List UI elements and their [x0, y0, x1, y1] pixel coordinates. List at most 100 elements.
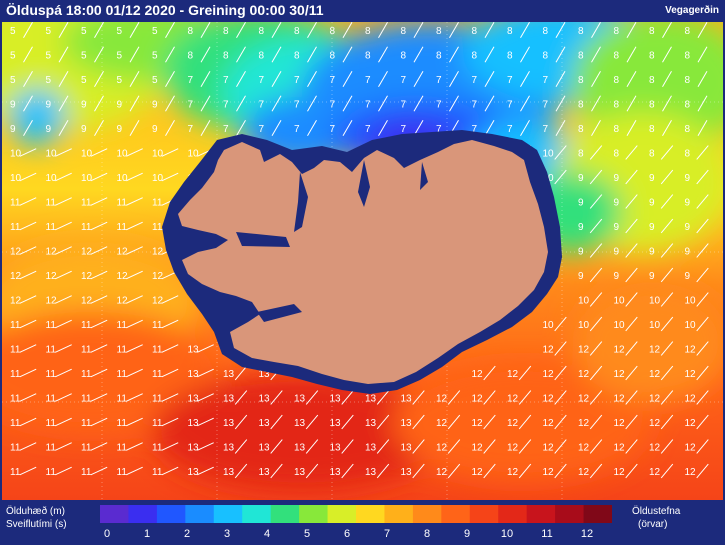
wave-direction-arrow: [19, 148, 37, 157]
wave-period-value: 10: [543, 320, 555, 331]
wave-period-value: 12: [578, 394, 590, 405]
wave-direction-arrow: [660, 365, 674, 381]
color-scale-swatch: [299, 505, 329, 523]
wave-direction-arrow: [554, 365, 567, 381]
wave-direction-arrow: [126, 368, 143, 378]
wave-period-value: 12: [685, 369, 697, 380]
wave-period-value: 8: [578, 149, 584, 160]
wave-period-value: 11: [46, 222, 57, 233]
wave-period-value: 5: [117, 26, 123, 37]
wave-direction-arrow: [378, 22, 388, 39]
wave-direction-arrow: [90, 368, 108, 378]
wave-period-value: 7: [543, 124, 549, 135]
wave-period-value: 12: [472, 443, 484, 454]
wave-period-value: 13: [294, 394, 306, 405]
wave-period-value: 13: [223, 394, 235, 405]
wave-direction-arrow: [589, 439, 603, 454]
wave-direction-arrow: [307, 119, 317, 137]
wave-direction-arrow: [518, 390, 532, 405]
wave-period-value: 8: [401, 51, 407, 62]
wave-direction-arrow: [660, 341, 674, 356]
wave-direction-arrow: [126, 295, 143, 304]
wave-period-value: 12: [614, 394, 626, 405]
wave-direction-arrow: [161, 466, 179, 476]
wave-direction-arrow: [234, 390, 248, 405]
wave-direction-arrow: [90, 295, 108, 304]
wave-period-value: 8: [649, 75, 655, 86]
color-scale-swatch: [213, 505, 243, 523]
wave-period-value: 9: [614, 271, 620, 282]
wave-direction-arrow: [19, 344, 37, 353]
wave-direction-arrow: [55, 319, 72, 329]
wave-direction-arrow: [94, 22, 104, 39]
wave-period-value: 12: [152, 247, 164, 258]
wave-direction-arrow: [19, 246, 37, 255]
wave-period-value: 10: [578, 296, 590, 307]
wave-direction-arrow: [626, 95, 637, 112]
color-scale-swatch: [583, 505, 612, 523]
wave-period-value: 11: [46, 198, 57, 209]
wave-period-value: 5: [117, 51, 123, 62]
wave-direction-arrow: [554, 439, 567, 454]
wave-direction-arrow: [23, 70, 33, 88]
map-canvas[interactable]: 5 5 5 5 5 8 8 8 8 8 8 8 8 8 8 8 8 8 8 8 5 5 5 5 5 8 8 8 8 8 8 8 8 8 8 8 8 8 8 8…: [2, 22, 723, 500]
wave-period-value: 8: [614, 26, 620, 37]
wave-direction-arrow: [662, 119, 672, 137]
wave-direction-arrow: [58, 46, 69, 63]
color-scale-swatch: [441, 505, 471, 523]
wave-direction-arrow: [555, 70, 566, 88]
wave-period-value: 5: [46, 26, 52, 37]
wave-period-value: 7: [188, 124, 194, 135]
wave-period-value: 5: [117, 75, 123, 86]
wave-direction-arrow: [200, 22, 211, 39]
wave-direction-arrow: [697, 46, 708, 63]
color-scale-tick: 6: [343, 528, 351, 540]
wave-period-value: 11: [117, 443, 128, 454]
wave-period-value: 12: [614, 369, 626, 380]
wave-direction-arrow: [126, 319, 143, 329]
wave-period-value: 11: [152, 198, 163, 209]
wave-direction-arrow: [19, 172, 37, 182]
color-scale-tick: 4: [263, 528, 271, 540]
wave-period-value: 7: [330, 75, 336, 86]
wave-period-value: 8: [649, 124, 655, 135]
wave-direction-arrow: [19, 270, 37, 280]
wave-period-value: 5: [10, 75, 16, 86]
wave-direction-arrow: [55, 221, 72, 231]
wave-direction-arrow: [696, 439, 709, 454]
wave-direction-arrow: [19, 442, 37, 451]
wave-direction-arrow: [126, 466, 143, 476]
wave-period-value: 7: [294, 100, 300, 111]
wave-direction-arrow: [200, 95, 211, 112]
wave-period-labels: 5 5 5 5 5 8 8 8 8 8 8 8 8 8 8 8 8 8 8 8 5 5 5 5 5 8 8 8 8 8 8 8 8 8 8 8 8 8 8 8…: [10, 26, 696, 478]
wave-period-value: 12: [685, 467, 697, 478]
wave-period-value: 13: [330, 443, 342, 454]
title-bar: Ölduspá 18:00 01/12 2020 - Greining 00:0…: [0, 0, 725, 22]
wave-period-value: 5: [10, 51, 16, 62]
wave-period-value: 12: [436, 394, 448, 405]
wave-period-value: 7: [543, 75, 549, 86]
color-scale-swatch: [270, 505, 300, 523]
wave-direction-arrow: [126, 442, 143, 451]
wave-period-value: 12: [46, 271, 58, 282]
wave-direction-arrow: [518, 365, 532, 381]
wave-direction-arrow: [234, 439, 248, 454]
wave-period-value: 12: [578, 369, 590, 380]
wave-period-value: 9: [685, 222, 691, 233]
wave-period-value: 8: [578, 124, 584, 135]
wave-forecast-map[interactable]: 5 5 5 5 5 8 8 8 8 8 8 8 8 8 8 8 8 8 8 8 5 5 5 5 5 8 8 8 8 8 8 8 8 8 8 8 8 8 8 8…: [2, 22, 723, 500]
color-scale-tick: 0: [103, 528, 111, 540]
wave-period-value: 11: [81, 443, 92, 454]
wave-direction-arrow: [662, 95, 672, 112]
wave-direction-arrow: [129, 46, 140, 63]
wave-direction-arrow: [161, 417, 179, 427]
wave-direction-arrow: [626, 46, 637, 63]
wave-period-value: 13: [330, 394, 342, 405]
wave-period-value: 12: [81, 247, 93, 258]
wave-period-value: 7: [472, 124, 478, 135]
wave-direction-arrow: [589, 365, 603, 381]
wave-period-value: 9: [649, 173, 655, 184]
wave-direction-arrow: [589, 390, 603, 405]
color-scale-tick: 9: [463, 528, 471, 540]
wave-direction-arrow: [197, 417, 214, 427]
